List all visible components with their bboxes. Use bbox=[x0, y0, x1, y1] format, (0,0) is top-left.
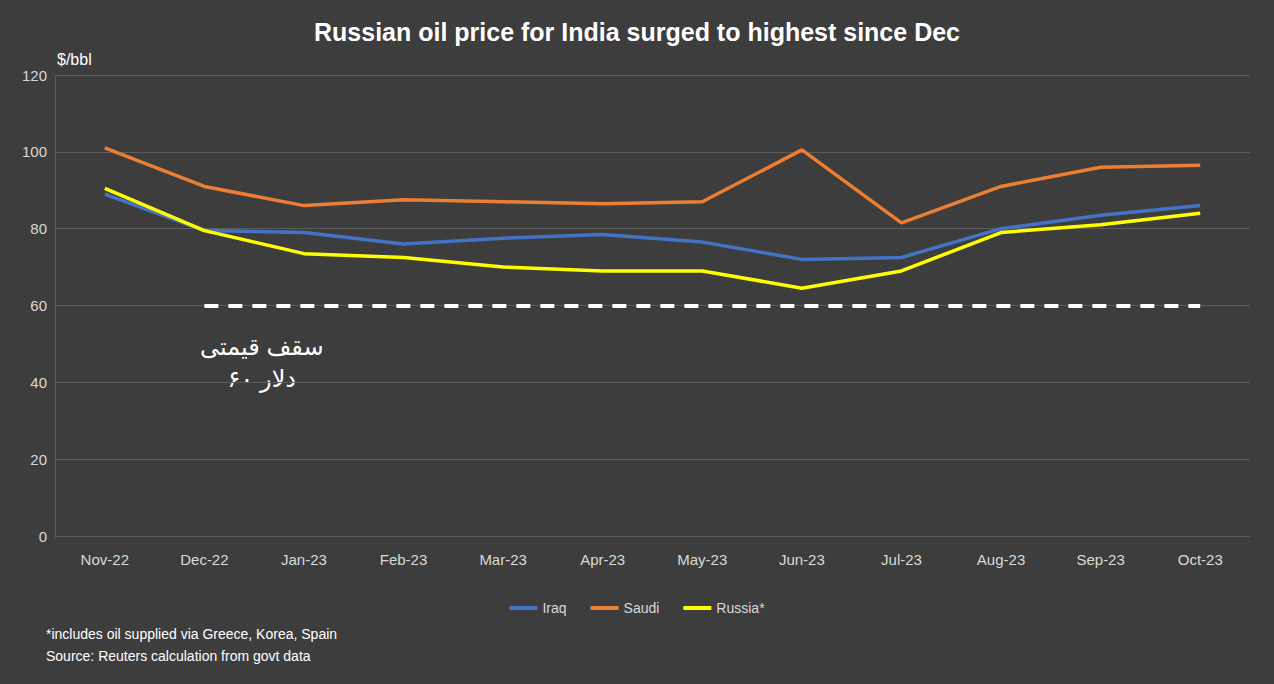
svg-text:80: 80 bbox=[30, 220, 47, 237]
svg-text:۶۰ دلار: ۶۰ دلار bbox=[228, 365, 296, 393]
svg-text:$/bbl: $/bbl bbox=[57, 51, 92, 68]
svg-text:Iraq: Iraq bbox=[542, 600, 566, 616]
svg-text:40: 40 bbox=[30, 374, 47, 391]
svg-text:20: 20 bbox=[30, 451, 47, 468]
svg-text:Russia*: Russia* bbox=[716, 600, 765, 616]
svg-text:Nov-22: Nov-22 bbox=[81, 551, 129, 568]
svg-text:Jul-23: Jul-23 bbox=[881, 551, 922, 568]
svg-text:Oct-23: Oct-23 bbox=[1178, 551, 1223, 568]
svg-text:100: 100 bbox=[22, 143, 47, 160]
svg-text:May-23: May-23 bbox=[677, 551, 727, 568]
svg-text:Dec-22: Dec-22 bbox=[180, 551, 228, 568]
svg-text:Jun-23: Jun-23 bbox=[779, 551, 825, 568]
svg-text:Jan-23: Jan-23 bbox=[281, 551, 327, 568]
svg-text:*includes oil supplied via Gre: *includes oil supplied via Greece, Korea… bbox=[46, 626, 337, 642]
svg-text:سقف قیمتی: سقف قیمتی bbox=[200, 333, 324, 360]
svg-text:0: 0 bbox=[39, 528, 47, 545]
svg-text:Apr-23: Apr-23 bbox=[580, 551, 625, 568]
svg-text:Feb-23: Feb-23 bbox=[380, 551, 428, 568]
svg-text:Aug-23: Aug-23 bbox=[977, 551, 1025, 568]
svg-text:Saudi: Saudi bbox=[624, 600, 660, 616]
svg-text:60: 60 bbox=[30, 297, 47, 314]
svg-text:Russian oil price for India su: Russian oil price for India surged to hi… bbox=[314, 18, 960, 46]
svg-text:Sep-23: Sep-23 bbox=[1076, 551, 1124, 568]
svg-text:Mar-23: Mar-23 bbox=[479, 551, 527, 568]
svg-text:120: 120 bbox=[22, 67, 47, 84]
svg-text:Source: Reuters calculation fr: Source: Reuters calculation from govt da… bbox=[46, 648, 311, 664]
